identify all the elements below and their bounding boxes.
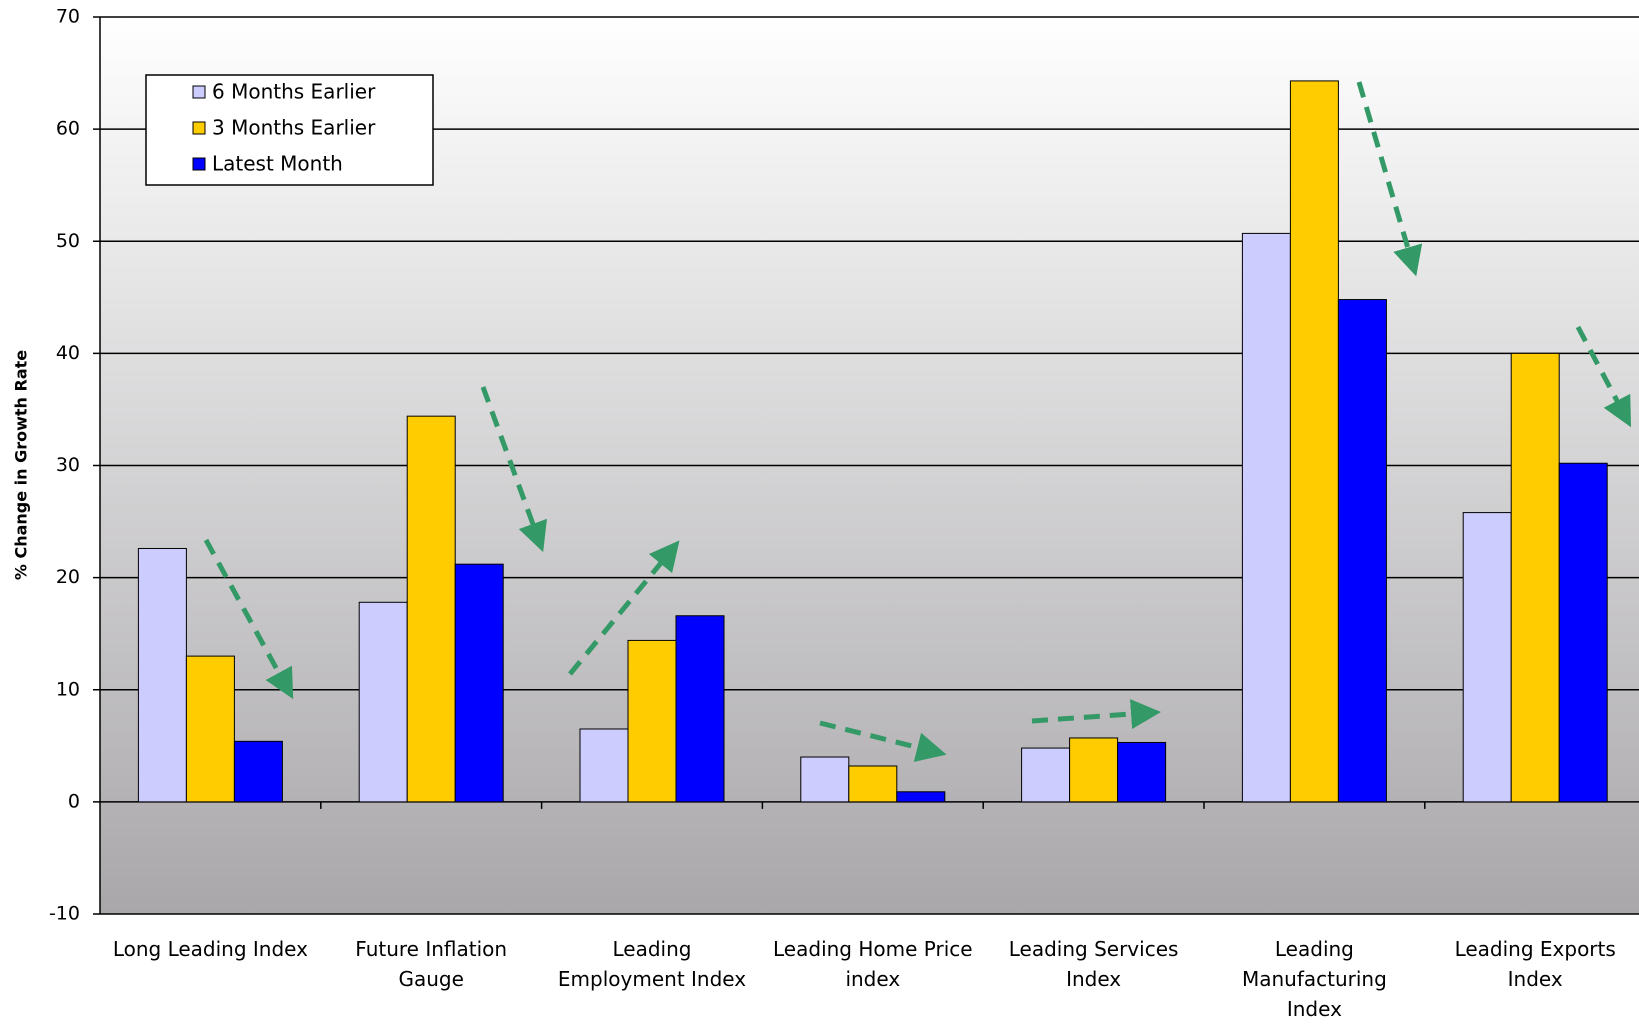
legend-swatch: [192, 85, 206, 99]
x-tick-label: Leading Home Price index: [773, 937, 973, 991]
arrow: [203, 538, 294, 700]
bar: [675, 615, 725, 803]
y-tick-label: 0: [68, 790, 80, 812]
legend-swatch: [192, 157, 206, 171]
legend-swatch: [192, 121, 206, 135]
x-tick-label: Leading Employment Index: [557, 937, 747, 991]
bar: [800, 756, 850, 803]
bar: [1462, 512, 1512, 803]
bar: [1337, 299, 1387, 803]
arrow: [1575, 325, 1632, 428]
x-tick-label: Leading Manufacturing Index: [1241, 937, 1387, 1021]
bar: [137, 547, 187, 803]
arrow: [480, 386, 547, 553]
bar: [185, 655, 235, 803]
y-tick-label: 60: [56, 118, 80, 140]
bar: [1241, 232, 1291, 803]
bar: [233, 740, 283, 803]
y-tick-label: -10: [49, 903, 80, 925]
bar: [627, 639, 677, 803]
x-tick-label: Future Inflation Gauge: [355, 937, 508, 991]
arrow: [819, 720, 947, 762]
legend-label: Latest Month: [212, 152, 343, 176]
bars: [137, 80, 1608, 803]
legend-label: 6 Months Earlier: [212, 80, 376, 104]
x-tick-label: Long Leading Index: [112, 937, 308, 961]
y-tick-label: 10: [56, 678, 80, 700]
y-axis-label: % Change in Growth Rate: [12, 350, 31, 580]
trend-arrows: [203, 81, 1632, 762]
bar: [1021, 747, 1071, 803]
bar: [1117, 741, 1167, 803]
x-tick-label: Leading Exports Index: [1454, 937, 1616, 991]
bar: [579, 728, 629, 803]
bar: [454, 563, 504, 803]
bar: [358, 601, 408, 803]
y-tick-label: 20: [56, 566, 80, 588]
legend-label: 3 Months Earlier: [212, 116, 376, 140]
bar: [1289, 80, 1339, 803]
bar: [1069, 737, 1119, 803]
arrow: [1031, 699, 1161, 730]
y-tick-label: 70: [56, 6, 80, 28]
y-tick-label: 50: [56, 230, 80, 252]
bar: [1510, 352, 1560, 803]
bar: [406, 415, 456, 803]
bar: [896, 791, 946, 803]
y-tick-label: 30: [56, 454, 80, 476]
arrow: [1356, 81, 1423, 277]
bar: [848, 765, 898, 803]
x-tick-label: Leading Services Index: [1008, 937, 1179, 991]
legend: 6 Months Earlier 3 Months Earlier Latest M…: [145, 74, 434, 186]
bar: [1558, 462, 1608, 803]
y-tick-label: 40: [56, 342, 80, 364]
arrow: [568, 540, 680, 676]
